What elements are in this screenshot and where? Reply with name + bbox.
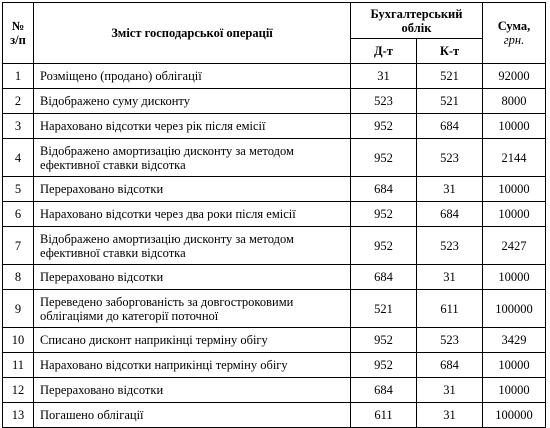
operation-description: Списано дисконт наприкінці терміну обігу [33, 327, 351, 353]
table-row: 2 Відображено суму дисконту 523 521 8000 [2, 88, 546, 114]
table-row: 10 Списано дисконт наприкінці терміну обі… [2, 327, 546, 353]
amount: 10000 [482, 201, 546, 227]
debit-account: 611 [350, 402, 417, 428]
header-accounting: Бухгалтерський облік [350, 2, 483, 39]
credit-account: 684 [416, 113, 483, 139]
operation-description: Перераховано відсотки [33, 176, 351, 202]
table-body: 1 Розміщено (продано) облігації 31 521 92000… [2, 63, 546, 428]
amount: 3429 [482, 327, 546, 353]
table-row: 4 Відображено амортизацію дисконту за мет… [2, 138, 546, 177]
header-sum-unit: грн. [503, 33, 525, 47]
row-number: 1 [2, 63, 34, 89]
table-row: 5 Перераховано відсотки 684 31 10000 [2, 176, 546, 202]
credit-account: 523 [416, 138, 483, 177]
credit-account: 684 [416, 352, 483, 378]
row-number: 10 [2, 327, 34, 353]
amount: 10000 [482, 176, 546, 202]
operation-description: Погашено облігації [33, 402, 351, 428]
operation-description: Нараховано відсотки через рік після еміс… [33, 113, 351, 139]
operation-description: Розміщено (продано) облігації [33, 63, 351, 89]
row-number: 11 [2, 352, 34, 378]
credit-account: 31 [416, 264, 483, 290]
amount: 2144 [482, 138, 546, 177]
table-row: 8 Перераховано відсотки 684 31 10000 [2, 264, 546, 290]
amount: 10000 [482, 352, 546, 378]
header-credit: К-т [416, 38, 483, 64]
header-debit: Д-т [350, 38, 417, 64]
amount: 10000 [482, 264, 546, 290]
credit-account: 523 [416, 327, 483, 353]
operation-description: Перераховано відсотки [33, 264, 351, 290]
credit-account: 31 [416, 377, 483, 403]
debit-account: 684 [350, 377, 417, 403]
row-number: 8 [2, 264, 34, 290]
operation-description: Нараховано відсотки наприкінці терміну о… [33, 352, 351, 378]
operation-description: Перераховано відсотки [33, 377, 351, 403]
row-number: 12 [2, 377, 34, 403]
operation-description: Переведено заборгованість за довгостроко… [33, 289, 351, 328]
debit-account: 952 [350, 138, 417, 177]
row-number: 9 [2, 289, 34, 328]
debit-account: 952 [350, 113, 417, 139]
row-number: 5 [2, 176, 34, 202]
debit-account: 31 [350, 63, 417, 89]
header-content: Зміст господарської операції [33, 2, 351, 64]
debit-account: 684 [350, 176, 417, 202]
row-number: 7 [2, 226, 34, 265]
credit-account: 684 [416, 201, 483, 227]
credit-account: 521 [416, 88, 483, 114]
debit-account: 952 [350, 352, 417, 378]
debit-account: 952 [350, 201, 417, 227]
amount: 8000 [482, 88, 546, 114]
debit-account: 952 [350, 327, 417, 353]
debit-account: 684 [350, 264, 417, 290]
amount: 10000 [482, 113, 546, 139]
credit-account: 611 [416, 289, 483, 328]
amount: 100000 [482, 402, 546, 428]
table-row: 6 Нараховано відсотки через два роки післ… [2, 201, 546, 227]
credit-account: 31 [416, 402, 483, 428]
header-sum-label: Сума, [497, 19, 531, 33]
row-number: 6 [2, 201, 34, 227]
row-number: 13 [2, 402, 34, 428]
row-number: 3 [2, 113, 34, 139]
amount: 100000 [482, 289, 546, 328]
credit-account: 31 [416, 176, 483, 202]
table-row: 9 Переведено заборгованість за довгострок… [2, 289, 546, 328]
table-row: 11 Нараховано відсотки наприкінці терміну… [2, 352, 546, 378]
debit-account: 952 [350, 226, 417, 265]
debit-account: 523 [350, 88, 417, 114]
row-number: 2 [2, 88, 34, 114]
operation-description: Нараховано відсотки через два роки після… [33, 201, 351, 227]
credit-account: 523 [416, 226, 483, 265]
amount: 2427 [482, 226, 546, 265]
table-row: 3 Нараховано відсотки через рік після емі… [2, 113, 546, 139]
header-sum: Сума, грн. [482, 2, 546, 64]
amount: 10000 [482, 377, 546, 403]
table-row: 13 Погашено облігації 611 31 100000 [2, 402, 546, 428]
credit-account: 521 [416, 63, 483, 89]
header-number: № з/п [2, 2, 34, 64]
operation-description: Відображено суму дисконту [33, 88, 351, 114]
table-row: 7 Відображено амортизацію дисконту за мет… [2, 226, 546, 265]
table-row: 12 Перераховано відсотки 684 31 10000 [2, 377, 546, 403]
table-row: 1 Розміщено (продано) облігації 31 521 92000 [2, 63, 546, 89]
row-number: 4 [2, 138, 34, 177]
amount: 92000 [482, 63, 546, 89]
operation-description: Відображено амортизацію дисконту за мето… [33, 226, 351, 265]
operation-description: Відображено амортизацію дисконту за мето… [33, 138, 351, 177]
debit-account: 521 [350, 289, 417, 328]
